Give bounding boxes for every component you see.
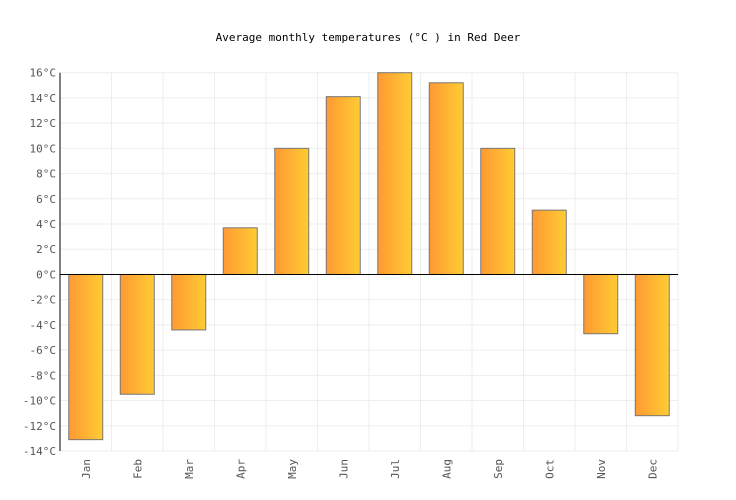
y-tick-label: -12°C <box>23 420 56 433</box>
bar-apr <box>222 227 258 275</box>
x-tick-label: May <box>286 459 299 479</box>
bar-nov <box>583 273 619 335</box>
x-tick-label: Oct <box>543 459 556 479</box>
x-tick-label: Jun <box>337 459 350 479</box>
bar-oct <box>531 209 567 275</box>
y-tick-label: 4°C <box>36 218 56 231</box>
y-tick-label: 2°C <box>36 243 56 256</box>
bar-may <box>274 147 310 275</box>
chart-title: Average monthly temperatures (°C ) in Re… <box>216 31 521 44</box>
grid <box>60 72 679 452</box>
y-tick-label: 14°C <box>30 92 57 105</box>
y-tick-label: 12°C <box>30 117 57 130</box>
x-tick-label: Sep <box>492 459 505 479</box>
x-tick-label: Apr <box>234 459 247 479</box>
bar-jun <box>325 96 361 275</box>
y-tick-label: 0°C <box>36 268 56 281</box>
x-tick-label: Nov <box>595 459 608 479</box>
bar-feb <box>119 273 155 395</box>
x-tick-label: Feb <box>131 459 144 479</box>
y-tick-label: 10°C <box>30 142 57 155</box>
x-tick-label: Dec <box>646 459 659 479</box>
y-tick-label: 8°C <box>36 168 56 181</box>
bar-sep <box>480 147 516 275</box>
y-tick-label: -2°C <box>30 294 57 307</box>
x-tick-label: Mar <box>183 459 196 479</box>
y-tick-label: 16°C <box>30 67 57 80</box>
x-tick-label: Aug <box>440 459 453 479</box>
y-tick-label: -4°C <box>30 319 57 332</box>
bar-dec <box>634 273 670 417</box>
axes: -14°C -12°C -10°C -8°C -6°C -4°C -2°C 0°C 2°C 4°C… <box>23 67 678 479</box>
bar-jul <box>377 72 413 275</box>
x-tick-label: Jan <box>80 459 93 479</box>
y-tick-label: 6°C <box>36 193 56 206</box>
y-tick-label: -10°C <box>23 395 56 408</box>
bar-jan <box>68 273 104 441</box>
bars <box>68 72 670 441</box>
y-tick-label: -6°C <box>30 344 57 357</box>
bar-mar <box>171 273 207 331</box>
bar-aug <box>428 82 464 275</box>
x-tick-label: Jul <box>389 459 402 479</box>
y-tick-label: -8°C <box>30 369 57 382</box>
y-tick-label: -14°C <box>23 445 56 458</box>
